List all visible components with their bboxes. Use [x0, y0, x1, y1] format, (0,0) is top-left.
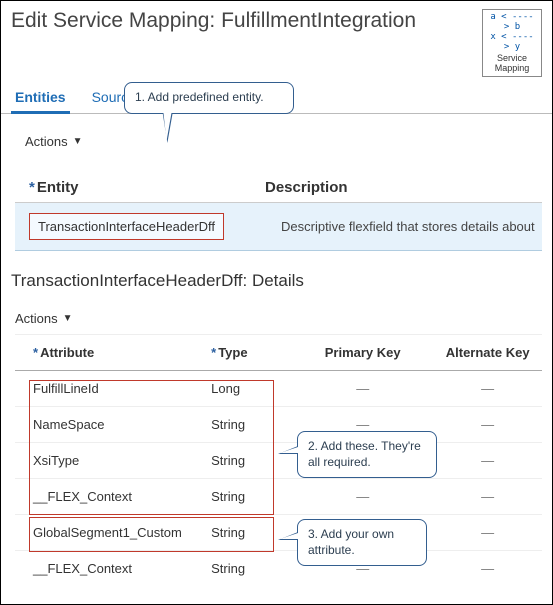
required-star-icon: * [33, 345, 38, 360]
chevron-down-icon: ▼ [63, 313, 73, 324]
service-mapping-badge[interactable]: a < ---- > b x < ---- > y Service Mappin… [482, 9, 542, 77]
ak-col-header: Alternate Key [433, 335, 542, 371]
type-cell: String [205, 479, 292, 515]
table-row[interactable]: __FLEX_Context String — — [15, 551, 542, 587]
table-row[interactable]: __FLEX_Context String — — [15, 479, 542, 515]
details-actions-label: Actions [15, 311, 58, 326]
attribute-table: *Attribute *Type Primary Key Alternate K… [15, 334, 542, 586]
required-star-icon: * [29, 179, 35, 196]
pk-cell: — [292, 479, 433, 515]
ak-cell: — [433, 515, 542, 551]
actions-label: Actions [25, 134, 68, 149]
details-actions-menu-button[interactable]: Actions ▼ [15, 311, 73, 326]
ak-cell: — [433, 479, 542, 515]
badge-code-line2: x < ---- > y [485, 33, 539, 53]
type-col-header: *Type [205, 335, 292, 371]
table-row[interactable]: NameSpace String — — [15, 407, 542, 443]
required-star-icon: * [211, 345, 216, 360]
entity-col-header: *Entity [15, 179, 265, 196]
pk-col-header: Primary Key [292, 335, 433, 371]
entity-desc-cell: Descriptive flexfield that stores detail… [265, 219, 535, 234]
chevron-down-icon: ▼ [73, 136, 83, 147]
actions-menu-button[interactable]: Actions ▼ [25, 134, 83, 149]
ak-cell: — [433, 371, 542, 407]
table-row[interactable]: FulfillLineId Long — — [15, 371, 542, 407]
callout-2: 2. Add these. They're all required. [297, 431, 437, 478]
attr-cell: __FLEX_Context [15, 479, 205, 515]
pk-cell: — [292, 371, 433, 407]
attr-cell: XsiType [15, 443, 205, 479]
ak-cell: — [433, 551, 542, 587]
callout-1: 1. Add predefined entity. [124, 82, 294, 114]
ak-cell: — [433, 407, 542, 443]
badge-label: Service Mapping [485, 53, 539, 75]
tab-entities[interactable]: Entities [11, 83, 70, 113]
description-col-header: Description [265, 179, 348, 196]
details-header: TransactionInterfaceHeaderDff: Details [11, 271, 552, 291]
type-cell: String [205, 407, 292, 443]
type-cell: String [205, 551, 292, 587]
type-cell: Long [205, 371, 292, 407]
entity-name-cell: TransactionInterfaceHeaderDff [29, 213, 224, 240]
ak-cell: — [433, 443, 542, 479]
attr-cell: __FLEX_Context [15, 551, 205, 587]
attr-cell: NameSpace [15, 407, 205, 443]
entity-row[interactable]: TransactionInterfaceHeaderDff Descriptiv… [15, 203, 542, 251]
badge-code-line1: a < ---- > b [485, 13, 539, 33]
callout-3: 3. Add your own attribute. [297, 519, 427, 566]
attr-cell: GlobalSegment1_Custom [15, 515, 205, 551]
page-title: Edit Service Mapping: FulfillmentIntegra… [11, 9, 482, 33]
attr-cell: FulfillLineId [15, 371, 205, 407]
attr-col-header: *Attribute [15, 335, 205, 371]
